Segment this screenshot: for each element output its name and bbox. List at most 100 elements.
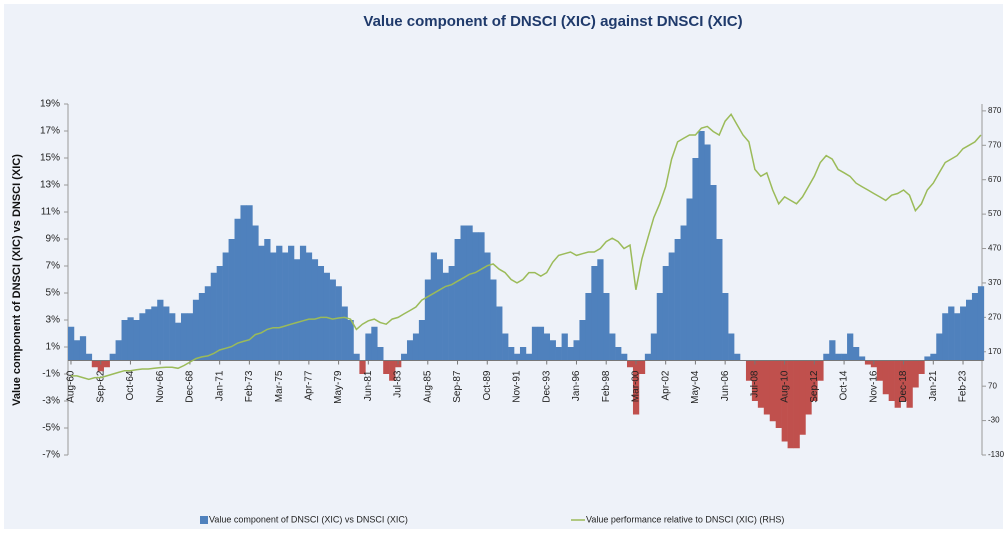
bar xyxy=(954,313,961,361)
bar xyxy=(508,347,515,361)
x-tick-label: Oct-64 xyxy=(125,370,136,400)
bar xyxy=(109,353,116,361)
x-tick-label: Oct-89 xyxy=(482,370,493,400)
bar xyxy=(73,340,81,361)
y-tick-label: 13% xyxy=(40,180,60,191)
bar xyxy=(163,306,170,361)
bar xyxy=(276,245,283,361)
bar xyxy=(644,353,652,361)
x-tick-label: Sep-62 xyxy=(95,370,106,403)
bar xyxy=(151,306,158,361)
bar xyxy=(900,360,907,401)
bar xyxy=(971,293,979,361)
bar xyxy=(97,360,104,372)
bar xyxy=(561,333,568,361)
bar xyxy=(448,266,455,361)
bar xyxy=(650,333,658,361)
bar xyxy=(692,158,699,361)
bar xyxy=(353,353,360,361)
bar xyxy=(175,322,182,361)
y-tick-label: 9% xyxy=(46,234,61,245)
y2-tick-label: 70 xyxy=(988,381,997,390)
bar xyxy=(127,317,134,361)
y-tick-label: 11% xyxy=(41,207,60,218)
bar xyxy=(823,353,830,361)
bar xyxy=(734,353,741,361)
y-tick-label: 7% xyxy=(46,261,61,272)
x-tick-label: Nov-66 xyxy=(155,370,166,403)
bar xyxy=(222,252,229,361)
x-tick-label: Dec-68 xyxy=(185,370,196,403)
bar xyxy=(829,340,836,361)
bar xyxy=(323,272,330,361)
y2-tick-label: -130 xyxy=(988,450,1005,459)
bar xyxy=(145,309,152,361)
bar xyxy=(299,245,307,361)
bar xyxy=(769,360,776,422)
bar xyxy=(210,272,217,361)
x-tick-label: Nov-91 xyxy=(512,370,523,403)
bar xyxy=(948,306,955,361)
bar xyxy=(186,313,194,361)
bar xyxy=(246,205,253,361)
bar xyxy=(686,198,693,361)
bar xyxy=(460,225,467,361)
bar xyxy=(936,333,943,361)
bar xyxy=(418,320,426,361)
y2-tick-label: 870 xyxy=(988,106,1002,115)
bar xyxy=(169,313,176,361)
x-tick-label: Feb-73 xyxy=(244,370,255,402)
y2-tick-label: 770 xyxy=(988,140,1002,149)
bar xyxy=(365,333,372,361)
bar xyxy=(597,259,604,361)
bar xyxy=(722,293,729,361)
bar xyxy=(341,306,348,361)
y-tick-label: 5% xyxy=(46,288,61,299)
bar xyxy=(787,360,794,449)
chart-background xyxy=(4,4,1003,529)
bar xyxy=(383,360,390,374)
bar xyxy=(751,360,759,401)
bar xyxy=(912,360,919,388)
bar xyxy=(317,266,325,361)
bar xyxy=(609,333,616,361)
bar xyxy=(216,266,223,361)
bar xyxy=(710,185,717,361)
bar xyxy=(615,347,622,361)
bar xyxy=(466,225,473,361)
x-tick-label: Apr-02 xyxy=(660,370,671,400)
chart-title: Value component of DNSCI (XIC) against D… xyxy=(363,13,742,30)
y-tick-label: -1% xyxy=(42,369,60,380)
bar xyxy=(180,313,188,361)
y-tick-label: 15% xyxy=(40,153,60,164)
bar xyxy=(157,299,164,361)
bar xyxy=(847,333,854,361)
bar xyxy=(965,299,973,361)
bar xyxy=(573,340,580,361)
bar xyxy=(799,360,806,435)
bar xyxy=(680,225,687,361)
bar xyxy=(876,360,884,381)
bar xyxy=(519,347,527,361)
bar xyxy=(490,279,497,361)
x-tick-label: Aug-85 xyxy=(422,370,433,403)
bar xyxy=(335,286,342,361)
bar xyxy=(496,306,503,361)
bar xyxy=(674,239,681,361)
bar xyxy=(745,360,753,381)
bar xyxy=(502,333,509,361)
bar xyxy=(668,252,675,361)
bar xyxy=(656,293,663,361)
x-tick-label: Sep-87 xyxy=(452,370,463,403)
y-tick-label: 3% xyxy=(46,315,61,326)
bar xyxy=(115,340,122,361)
bar xyxy=(977,286,985,361)
bar xyxy=(264,239,271,361)
bar xyxy=(549,340,556,361)
y2-tick-label: 570 xyxy=(988,209,1002,218)
y2-tick-label: 370 xyxy=(988,278,1002,287)
x-tick-label: Jan-21 xyxy=(928,370,939,401)
bar xyxy=(627,360,634,368)
x-tick-label: Jan-96 xyxy=(571,370,582,401)
y-tick-label: 17% xyxy=(40,126,60,137)
